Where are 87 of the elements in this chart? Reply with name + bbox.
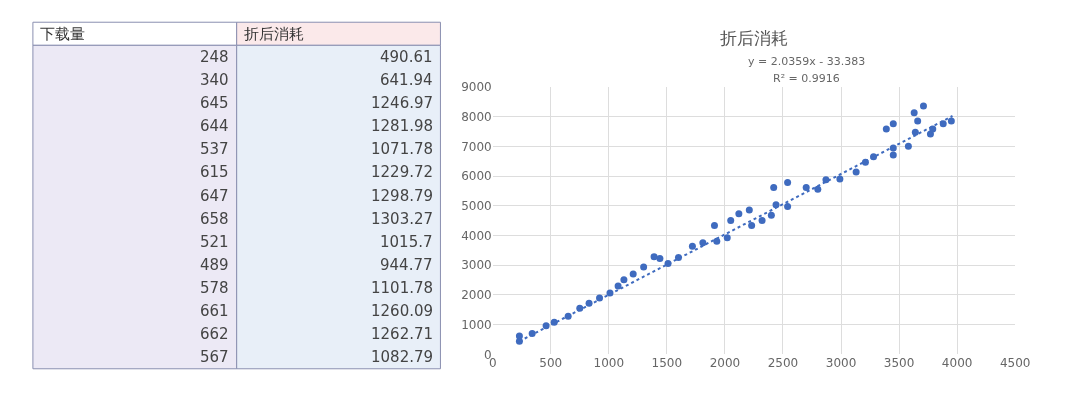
point <box>836 175 844 183</box>
text: 944.77 <box>380 256 433 274</box>
y-tick-label: 3000 <box>461 258 492 273</box>
point <box>947 117 955 125</box>
y-tick-label: 4000 <box>461 228 492 243</box>
x-tick-label: 500 <box>539 356 563 371</box>
text: 248 <box>200 48 229 66</box>
category-label: 折后消耗 <box>244 25 304 43</box>
x-tick-label: 1500 <box>651 356 683 371</box>
point <box>745 206 753 214</box>
y-tick-label: 7000 <box>461 139 492 154</box>
text: 521 <box>200 233 229 251</box>
text: 1246.97 <box>371 94 434 112</box>
x-tick-label: 3500 <box>883 356 915 371</box>
text: y = 2.0359x - 33.383 <box>748 55 866 68</box>
point <box>767 211 775 219</box>
text: 615 <box>200 163 229 181</box>
point <box>713 237 721 245</box>
y-tick-label: 5000 <box>461 199 492 214</box>
point <box>688 242 696 250</box>
point <box>515 332 523 340</box>
point <box>710 222 718 230</box>
text: 578 <box>200 279 229 297</box>
point <box>629 270 637 278</box>
point <box>852 168 860 176</box>
point <box>802 184 810 192</box>
text: 661 <box>200 302 229 320</box>
point <box>910 109 918 117</box>
point <box>926 130 934 138</box>
point <box>735 210 743 218</box>
point <box>939 120 947 128</box>
text: 641.94 <box>380 71 433 89</box>
text: 1101.78 <box>371 279 434 297</box>
text: 1303.27 <box>371 210 434 228</box>
point <box>889 151 897 159</box>
point <box>656 254 664 262</box>
point <box>889 120 897 128</box>
y-tick-label: 1000 <box>461 317 492 332</box>
text: 537 <box>200 140 229 158</box>
text: 662 <box>200 325 229 343</box>
y-tick-label: 2000 <box>461 288 492 303</box>
point <box>727 216 735 224</box>
chart-title: 折后消耗 <box>720 28 788 48</box>
y-tick-label: 6000 <box>461 169 492 184</box>
text: R² = 0.9916 <box>773 72 840 85</box>
text: 644 <box>200 117 229 135</box>
point <box>640 263 648 271</box>
text: 340 <box>200 71 229 89</box>
text: 489 <box>200 256 229 274</box>
text: 1071.78 <box>371 140 434 158</box>
x-tick-label: 3000 <box>825 356 857 371</box>
y-tick-label: 8000 <box>461 110 492 125</box>
point <box>911 128 919 136</box>
text: 1298.79 <box>371 187 434 205</box>
point <box>914 117 922 125</box>
point <box>723 234 731 242</box>
point <box>650 253 658 261</box>
point <box>882 125 890 133</box>
point <box>784 203 792 211</box>
text: 645 <box>200 94 229 112</box>
point <box>614 282 622 290</box>
point <box>784 178 792 186</box>
x-tick-label: 4500 <box>999 356 1031 371</box>
point <box>620 276 628 284</box>
text: 567 <box>200 348 229 366</box>
text: 1229.72 <box>371 163 434 181</box>
point <box>919 102 927 110</box>
x-tick-label: 2000 <box>709 356 741 371</box>
x-tick-label: 1000 <box>593 356 625 371</box>
point <box>758 216 766 224</box>
x-tick-label: 2500 <box>767 356 799 371</box>
y-tick-label: 9000 <box>461 80 492 95</box>
text: 490.61 <box>380 48 433 66</box>
text: 1281.98 <box>371 117 434 135</box>
point <box>699 239 707 247</box>
x-tick-label: 4000 <box>941 356 973 371</box>
point <box>814 185 822 193</box>
point <box>748 222 756 230</box>
text: 1015.7 <box>380 233 433 251</box>
text: 1260.09 <box>371 302 434 320</box>
text: 647 <box>200 187 229 205</box>
text: 1082.79 <box>371 348 434 366</box>
point <box>770 184 778 192</box>
category-label: 下载量 <box>40 25 85 43</box>
point <box>904 142 912 150</box>
text: 658 <box>200 210 229 228</box>
text: 1262.71 <box>371 325 434 343</box>
